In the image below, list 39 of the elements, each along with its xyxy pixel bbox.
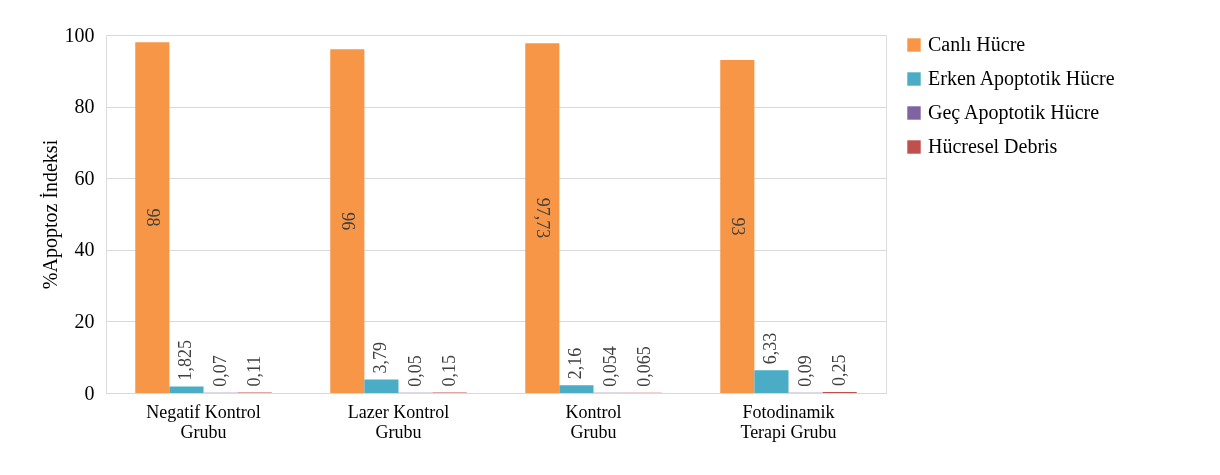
x-tick-label: Kontrol Grubu (565, 401, 622, 442)
data-label: 2,16 (565, 347, 586, 380)
bar (754, 370, 789, 393)
data-label: 1,825 (175, 339, 196, 381)
legend-label: Erken Apoptotik Hücre (928, 67, 1115, 90)
data-label: 0,09 (794, 355, 815, 387)
x-tick-label: Fotodinamik Terapi Grubu (740, 401, 837, 442)
bar (525, 43, 560, 393)
data-label: 98 (143, 208, 164, 227)
y-tick-label: 80 (74, 95, 95, 118)
bar (135, 42, 170, 393)
data-label: 93 (728, 217, 749, 236)
y-tick-label: 20 (74, 309, 95, 332)
y-tick-label: 0 (84, 381, 95, 404)
bar (720, 60, 755, 393)
bar (364, 379, 399, 393)
data-label: 0,11 (243, 355, 264, 387)
y-tick-label: 60 (74, 166, 95, 189)
data-label: 0,25 (828, 354, 849, 387)
legend-label: Geç Apoptotik Hücre (928, 101, 1100, 124)
data-label: 0,05 (404, 355, 425, 387)
bar (169, 386, 204, 393)
legend-label: Hücresel Debris (928, 135, 1058, 157)
bar (330, 49, 365, 393)
x-tick-label: Lazer Kontrol Grubu (347, 401, 450, 442)
data-label: 0,15 (438, 354, 459, 387)
x-tick-label: Negatif Kontrol Grubu (146, 401, 261, 442)
bar (559, 385, 594, 393)
data-label: 3,79 (370, 341, 391, 374)
data-label: 0,054 (599, 346, 620, 387)
legend-label: Canlı Hücre (928, 33, 1026, 55)
data-label: 0,07 (209, 355, 230, 387)
data-label: 97,73 (533, 197, 554, 239)
data-label: 96 (338, 212, 359, 231)
y-axis-title: %Apoptoz İndeksi (38, 139, 62, 290)
data-label: 6,33 (760, 332, 781, 365)
y-tick-label: 100 (64, 23, 95, 46)
data-label: 0,065 (633, 346, 654, 387)
y-tick-label: 40 (74, 238, 95, 261)
